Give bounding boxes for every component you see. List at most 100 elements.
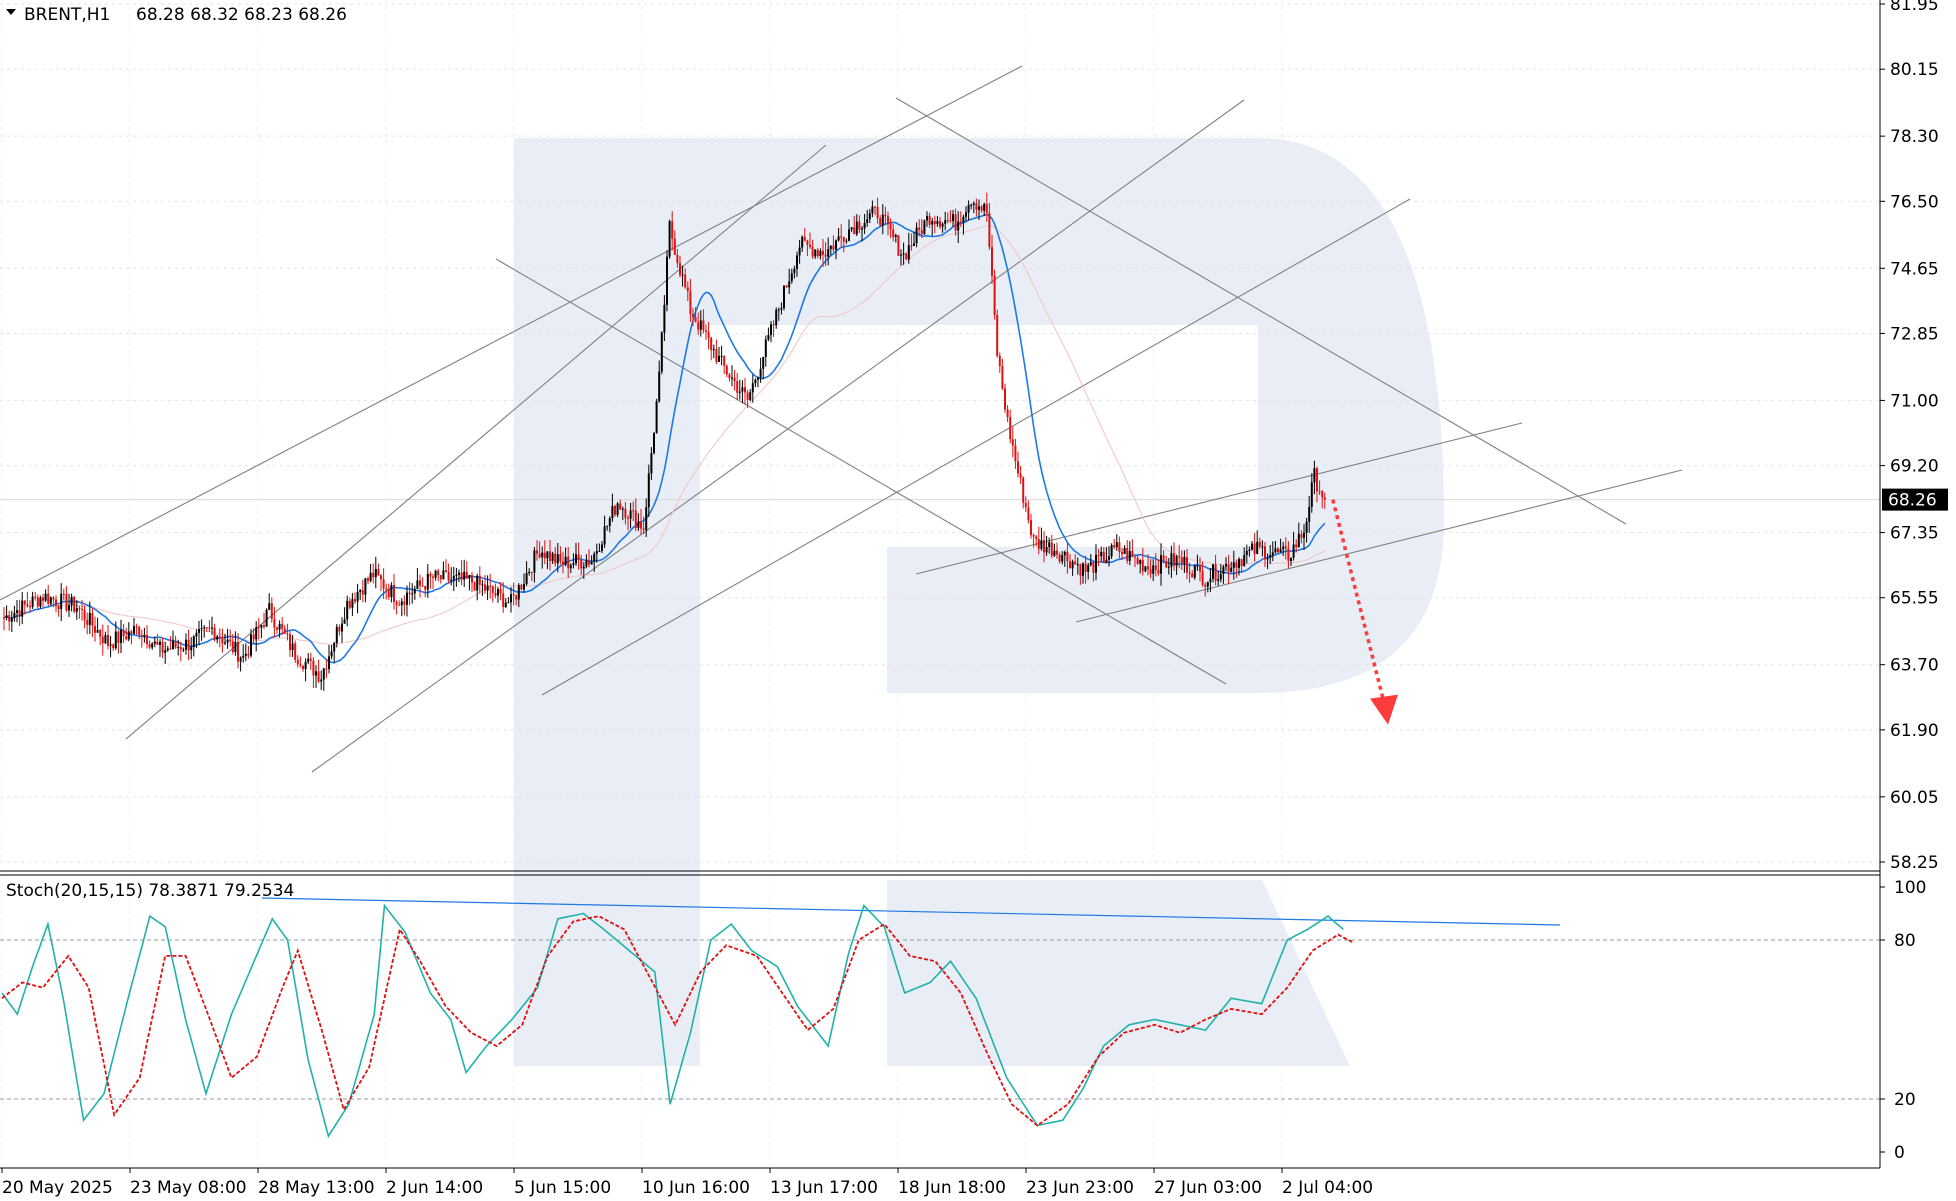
- candle-body: [65, 594, 68, 611]
- candle: [268, 593, 271, 611]
- candle-body: [1082, 563, 1084, 576]
- candle: [218, 628, 221, 648]
- candle: [1149, 559, 1152, 579]
- candle-body: [447, 572, 450, 581]
- candle-body: [107, 635, 109, 646]
- candle: [793, 265, 796, 279]
- candle: [845, 238, 848, 244]
- candle: [983, 202, 986, 217]
- candle: [1310, 473, 1313, 513]
- candle-body: [1264, 546, 1266, 560]
- candle: [972, 201, 975, 214]
- chevron-down-icon[interactable]: [6, 9, 16, 15]
- candle-body: [1014, 445, 1017, 462]
- candle: [905, 252, 908, 260]
- candle: [107, 625, 109, 650]
- candle-body: [606, 525, 609, 527]
- candle: [114, 621, 117, 650]
- candle-body: [936, 221, 939, 225]
- candle: [408, 581, 411, 606]
- candle: [653, 432, 655, 455]
- candle: [1295, 539, 1298, 553]
- candle: [567, 546, 570, 579]
- candle: [369, 564, 372, 583]
- candle: [1251, 541, 1253, 551]
- candle: [385, 583, 388, 600]
- candle-body: [980, 206, 983, 211]
- candle-body: [385, 588, 388, 590]
- time-tick-label: 10 Jun 16:00: [642, 1178, 750, 1198]
- candle: [731, 365, 733, 387]
- candle: [450, 567, 453, 586]
- candle-body: [1006, 409, 1009, 418]
- candle: [915, 222, 918, 248]
- candle-body: [52, 597, 55, 600]
- candle-body: [533, 550, 536, 573]
- candle: [471, 572, 473, 593]
- candle-body: [361, 590, 364, 595]
- candle: [99, 628, 102, 646]
- candle: [1050, 534, 1053, 559]
- candle: [595, 543, 598, 563]
- candle-body: [692, 313, 694, 318]
- candle-body: [260, 625, 263, 628]
- candle: [174, 635, 177, 649]
- candle: [884, 206, 887, 225]
- candle-body: [1009, 417, 1012, 440]
- candle: [523, 573, 525, 593]
- candle: [889, 218, 892, 239]
- candle-body: [1076, 564, 1079, 566]
- candle: [655, 398, 658, 434]
- candle-body: [1089, 562, 1092, 566]
- candle-body: [315, 671, 317, 676]
- candle: [881, 204, 884, 235]
- candle-body: [387, 589, 390, 598]
- price-axis: 81.95 80.15 78.30 76.50 74.65 72.85 71.00 69.20…: [1880, 0, 1939, 873]
- candle-body: [1043, 540, 1045, 553]
- price-tick-label: 65.55: [1890, 589, 1939, 609]
- candle: [203, 625, 206, 638]
- price-tick-label: 81.95: [1890, 0, 1939, 15]
- candle: [1248, 546, 1251, 557]
- candle-body: [380, 575, 382, 580]
- candle-body: [390, 585, 393, 598]
- price-tick-label: 72.85: [1890, 324, 1939, 344]
- candle-body: [16, 610, 18, 613]
- candle: [146, 625, 148, 649]
- candle: [562, 551, 564, 574]
- candle-body: [1180, 557, 1183, 564]
- candle-body: [842, 236, 845, 242]
- candle-body: [866, 219, 869, 223]
- candle-body: [1032, 535, 1035, 537]
- candle: [590, 555, 593, 565]
- candle: [759, 357, 762, 383]
- candle: [855, 214, 858, 237]
- candle-body: [507, 602, 510, 604]
- candle: [26, 591, 29, 608]
- candle-body: [1282, 546, 1285, 550]
- candle: [718, 346, 720, 363]
- candle: [803, 227, 806, 242]
- candle-body: [723, 355, 726, 366]
- candle: [525, 561, 528, 586]
- candle: [473, 581, 476, 591]
- price-tick-label: 78.30: [1890, 127, 1939, 147]
- candle: [642, 516, 645, 535]
- candle: [1243, 547, 1246, 567]
- panel-frames: [0, 0, 1881, 1169]
- candle-body: [923, 220, 926, 235]
- candle: [335, 624, 338, 648]
- candle: [491, 585, 494, 603]
- candle-body: [848, 229, 850, 241]
- candle-body: [642, 528, 645, 530]
- candle: [549, 539, 551, 571]
- candle-body: [328, 656, 330, 669]
- candle-body: [1243, 554, 1246, 567]
- candle: [49, 596, 52, 606]
- candle-body: [832, 245, 835, 250]
- candle: [928, 212, 931, 229]
- candle: [221, 628, 224, 653]
- candle-body: [307, 658, 310, 662]
- candle-body: [471, 575, 473, 583]
- candle-body: [517, 585, 520, 600]
